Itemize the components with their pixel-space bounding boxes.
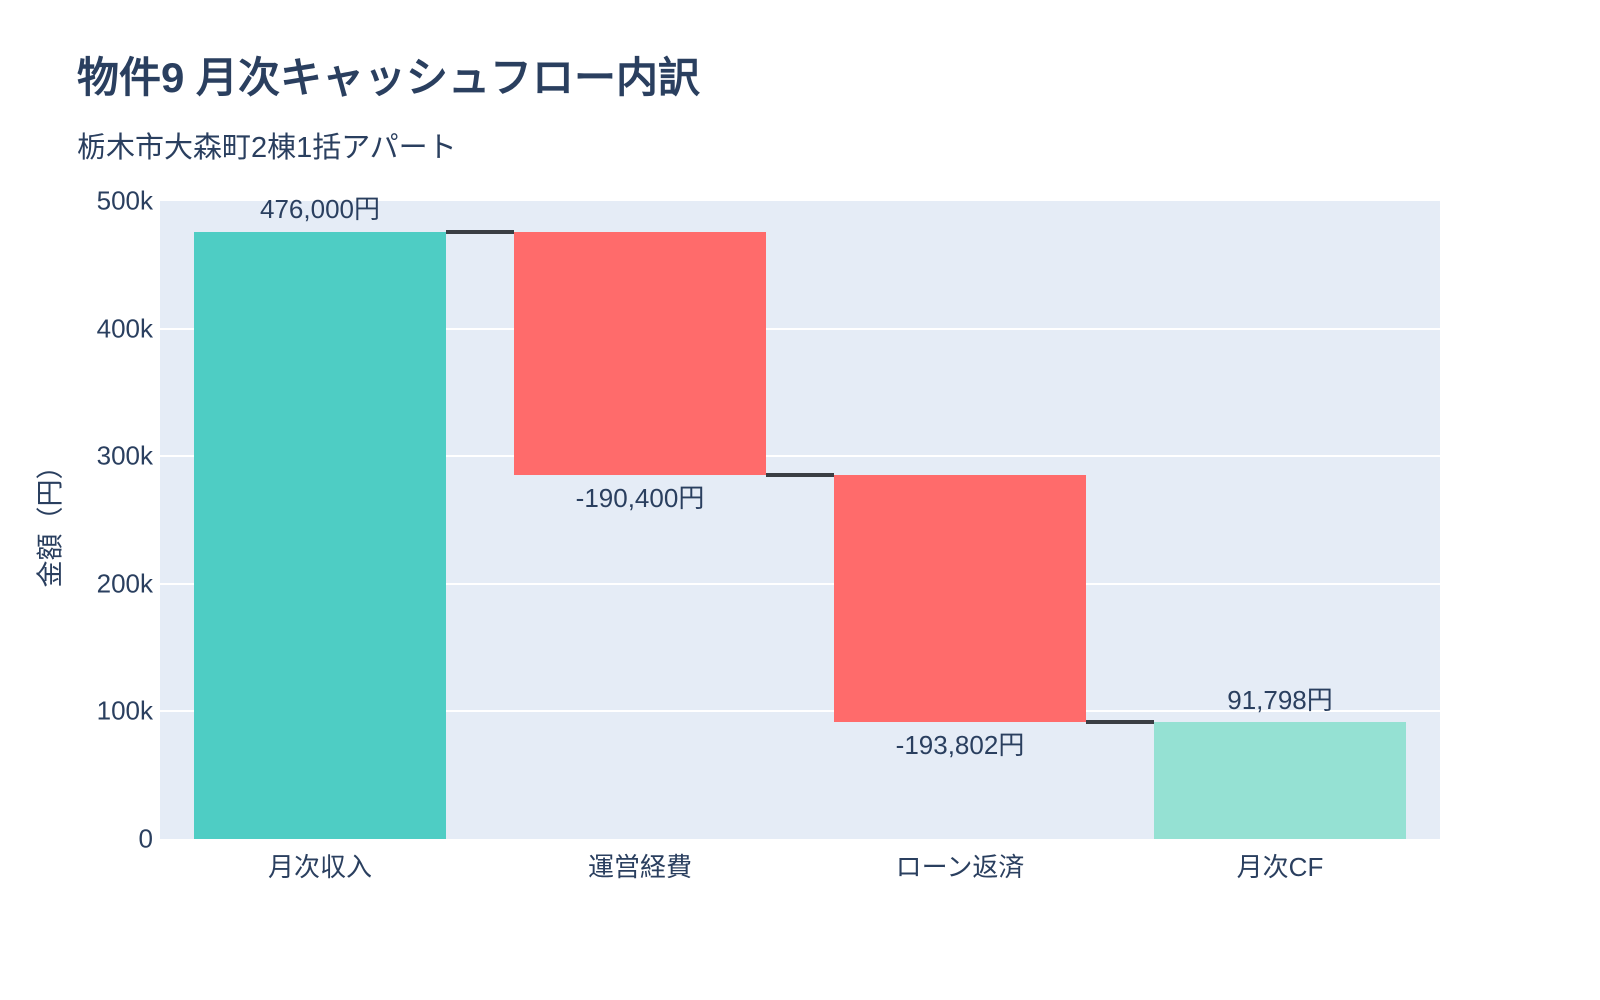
waterfall-bar-2[interactable] <box>833 474 1087 722</box>
connector-line <box>1086 719 1154 724</box>
bar-value-label: 91,798円 <box>1227 684 1333 715</box>
gridline <box>160 710 1440 713</box>
waterfall-bar-0[interactable] <box>193 231 447 839</box>
connector-line <box>446 229 514 234</box>
gridline <box>160 582 1440 585</box>
gridline <box>160 327 1440 330</box>
x-tick-label: ローン返済 <box>895 852 1025 882</box>
y-tick-label: 0 <box>138 823 153 854</box>
bar-value-label: -190,400円 <box>575 482 705 513</box>
chart-subtitle: 栃木市大森町2棟1括アパート <box>77 132 457 164</box>
waterfall-bar-3[interactable] <box>1153 721 1407 839</box>
connector-line <box>766 472 834 477</box>
chart-title: 物件9 月次キャッシュフロー内訳 <box>77 54 701 101</box>
y-tick-label: 100k <box>96 695 153 726</box>
gridline <box>160 455 1440 458</box>
plot-area[interactable]: 476,000円 -190,400円 -193,802円 91,798円 <box>160 194 1440 839</box>
x-axis: 月次収入 運営経費 ローン返済 月次CF <box>160 847 1440 882</box>
y-tick-label: 400k <box>96 313 153 344</box>
waterfall-bar-1[interactable] <box>513 231 767 475</box>
x-tick-label: 月次収入 <box>267 852 373 882</box>
x-tick-label: 月次CF <box>1236 852 1324 882</box>
y-tick-label: 200k <box>96 568 153 599</box>
x-tick-label: 運営経費 <box>587 852 693 882</box>
bar-value-label: 476,000円 <box>260 194 380 225</box>
y-tick-label: 300k <box>96 440 153 471</box>
bar-value-label: -193,802円 <box>895 729 1025 760</box>
y-axis: 0 100k 200k 300k 400k 500k <box>0 186 153 854</box>
y-tick-label: 500k <box>96 185 153 216</box>
